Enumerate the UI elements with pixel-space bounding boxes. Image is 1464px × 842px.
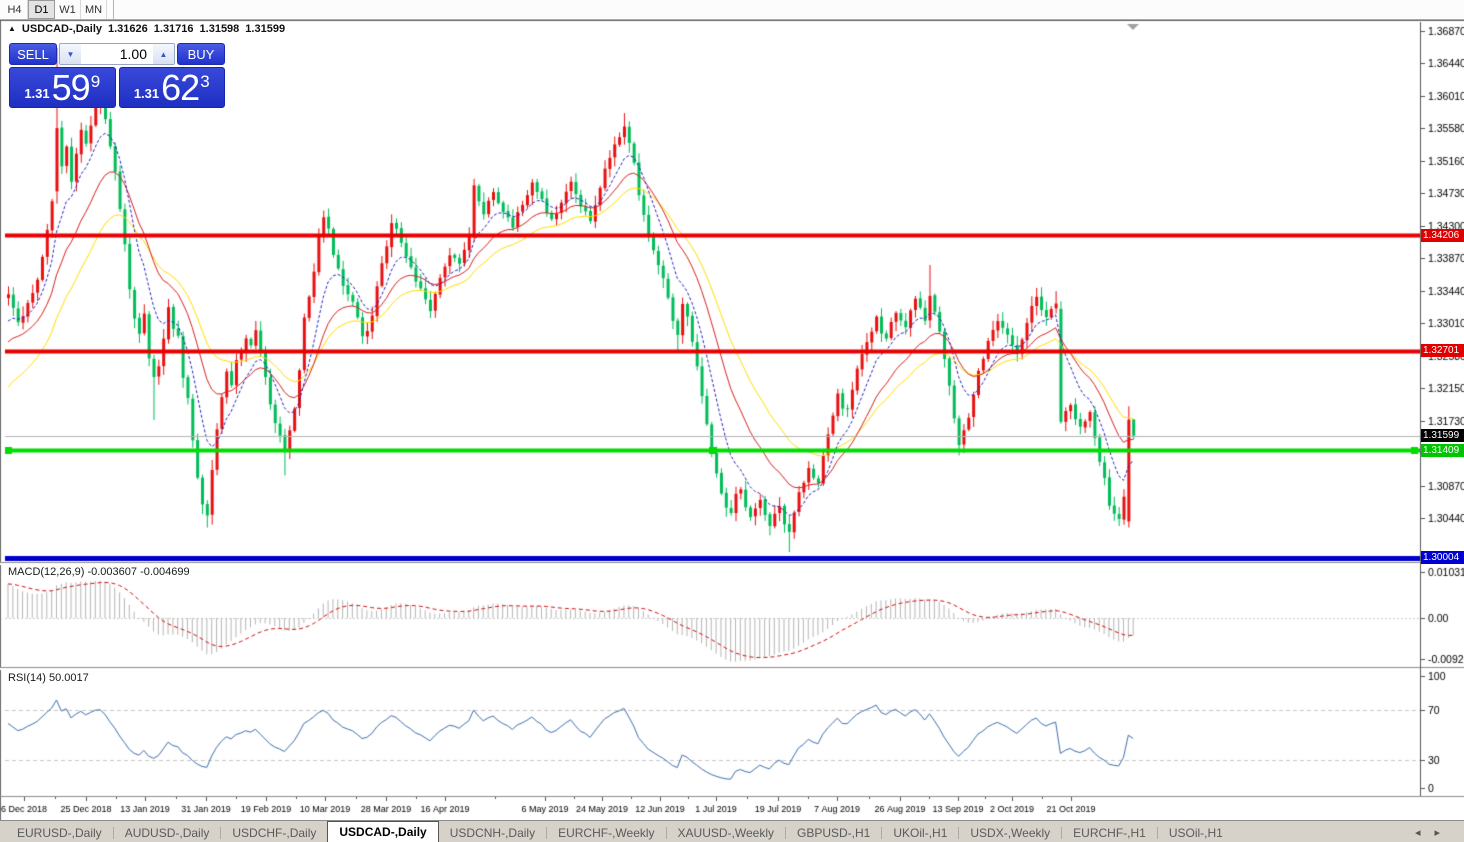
toolbar-separator: [113, 0, 114, 19]
tab-separator: [1061, 827, 1063, 839]
chart-canvas[interactable]: [0, 20, 1464, 820]
ohlc-info-line: ▲ USDCAD-,Daily 1.31626 1.31716 1.31598 …: [8, 23, 285, 35]
timeframe-d1-button[interactable]: D1: [28, 0, 55, 19]
one-click-trading-panel: SELL ▼ ▲ BUY 1.31 59 9 1.31 62 3: [9, 43, 225, 108]
tab-separator: [881, 827, 883, 839]
tab-usdx-weekly[interactable]: USDX-,Weekly: [970, 826, 1051, 840]
buy-price-pips: 62: [161, 67, 200, 108]
rsi-indicator-label: RSI(14) 50.0017: [8, 672, 89, 684]
tab-gbpusd-h1[interactable]: GBPUSD-,H1: [797, 826, 871, 840]
open-value: 1.31626: [108, 23, 148, 35]
tab-separator: [112, 827, 114, 839]
volume-increase-icon[interactable]: ▲: [153, 44, 174, 64]
trade-prices-row: 1.31 59 9 1.31 62 3: [9, 67, 225, 108]
sell-price-base: 1.31: [24, 86, 50, 101]
tab-usdcad-daily[interactable]: USDCAD-,Daily: [327, 821, 439, 842]
timeframe-mn-button[interactable]: MN: [81, 0, 107, 19]
tab-separator: [546, 827, 548, 839]
buy-price-display[interactable]: 1.31 62 3: [118, 67, 225, 108]
volume-spinner: ▼ ▲: [59, 43, 175, 65]
tab-eurchf-h1[interactable]: EURCHF-,H1: [1073, 826, 1146, 840]
tab-xauusd-weekly[interactable]: XAUUSD-,Weekly: [677, 826, 774, 840]
volume-input[interactable]: [81, 44, 153, 64]
tab-separator: [785, 827, 786, 839]
chart-window: ▲ USDCAD-,Daily 1.31626 1.31716 1.31598 …: [0, 20, 1464, 820]
tab-eurchf-weekly[interactable]: EURCHF-,Weekly: [558, 826, 655, 840]
collapse-triangle-icon[interactable]: ▲: [8, 23, 16, 33]
tab-eurusd-daily[interactable]: EURUSD-,Daily: [17, 826, 102, 840]
trade-controls-row: SELL ▼ ▲ BUY: [9, 43, 225, 65]
macd-indicator-label: MACD(12,26,9) -0.003607 -0.004699: [8, 566, 190, 578]
symbol-period-label: USDCAD-,Daily: [21, 23, 102, 35]
tab-separator: [958, 827, 960, 839]
tab-separator: [1156, 827, 1158, 839]
low-value: 1.31598: [199, 23, 240, 35]
level-price-label-1.32701: 1.32701: [1421, 344, 1464, 357]
tab-usdchf-daily[interactable]: USDCHF-,Daily: [232, 826, 317, 840]
symbol-tab-bar: EURUSD-,Daily AUDUSD-,Daily USDCHF-,Daily U…: [0, 820, 1464, 842]
tab-separator: [665, 827, 667, 839]
sell-price-pips: 59: [51, 67, 91, 108]
close-value: 1.31599: [245, 23, 286, 35]
volume-decrease-icon[interactable]: ▼: [60, 44, 81, 64]
timeframe-h4-button[interactable]: H4: [2, 0, 28, 19]
level-price-label-1.34206: 1.34206: [1421, 229, 1464, 242]
tab-usoil-h1[interactable]: USOil-,H1: [1168, 826, 1223, 840]
timeframe-w1-button[interactable]: W1: [55, 0, 81, 19]
tab-ukoil-h1[interactable]: UKOil-,H1: [893, 826, 948, 840]
tab-separator: [220, 827, 222, 839]
sell-price-display[interactable]: 1.31 59 9: [9, 67, 116, 108]
tab-usdcnh-daily[interactable]: USDCNH-,Daily: [449, 826, 536, 840]
buy-price-point: 3: [200, 72, 210, 91]
buy-button[interactable]: BUY: [177, 43, 225, 65]
buy-price-base: 1.31: [133, 86, 160, 101]
level-price-label-1.31409: 1.31409: [1421, 444, 1464, 457]
timeframe-toolbar: H4 D1 W1 MN: [0, 0, 1464, 20]
level-price-label-1.30004: 1.30004: [1421, 551, 1464, 564]
tab-audusd-daily[interactable]: AUDUSD-,Daily: [124, 826, 210, 840]
sell-price-point: 9: [90, 72, 101, 91]
current-price-label-1.31599: 1.31599: [1421, 429, 1464, 442]
high-value: 1.31716: [153, 23, 194, 35]
tab-scroll-arrows[interactable]: ◂▸: [1414, 827, 1454, 839]
sell-button[interactable]: SELL: [9, 43, 57, 65]
